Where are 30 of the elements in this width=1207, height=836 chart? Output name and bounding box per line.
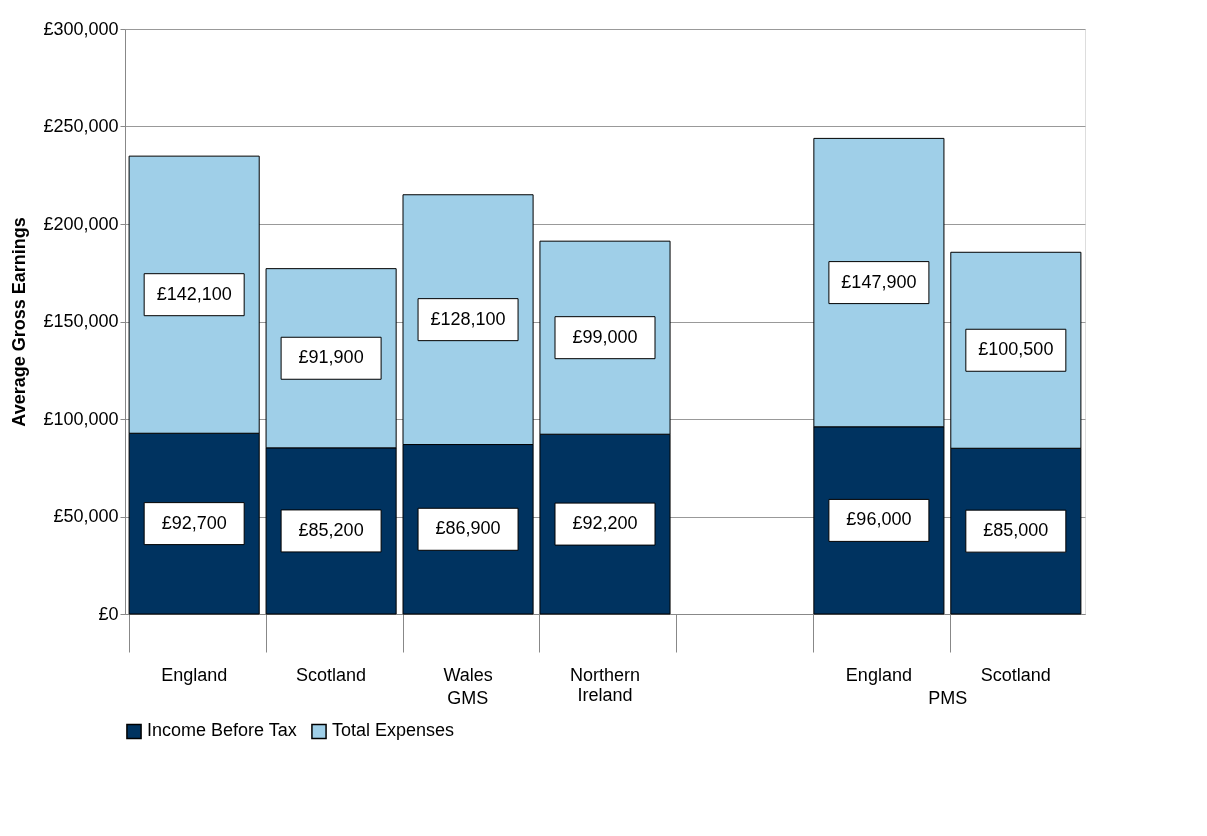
data-label: £85,200 [298, 519, 364, 540]
y-axis-title: Average Gross Earnings [9, 217, 30, 427]
y-tick-label: £0 [98, 603, 119, 624]
data-label: £128,100 [430, 308, 506, 329]
y-tick-label: £250,000 [43, 116, 119, 136]
data-label: £92,700 [161, 512, 227, 533]
x-tick-label: Northern Ireland [569, 664, 641, 705]
data-label: £99,000 [572, 326, 638, 347]
y-tick-label: £200,000 [43, 213, 119, 234]
data-label: £85,000 [983, 520, 1049, 541]
y-tick-label: £50,000 [53, 506, 119, 526]
x-tick-label: England [845, 664, 912, 685]
data-label: £100,500 [978, 339, 1054, 360]
x-tick-label: Scotland [980, 664, 1051, 685]
x-tick-label: England [161, 664, 228, 685]
y-tick-label: £100,000 [43, 408, 119, 429]
x-tick-label: Scotland [296, 664, 367, 685]
data-label: £142,100 [156, 283, 232, 304]
y-tick-label: £150,000 [43, 311, 119, 331]
legend-label: Total Expenses [332, 720, 455, 741]
data-label: £92,200 [572, 513, 638, 534]
data-label: £91,900 [298, 347, 364, 368]
text: PMS [928, 688, 968, 708]
y-tick-label: £300,000 [43, 18, 119, 39]
legend-label: Income Before Tax [147, 720, 297, 741]
data-label: £86,900 [435, 518, 501, 539]
data-label: £96,000 [846, 509, 912, 530]
text: GMS [447, 688, 489, 708]
x-tick-label: Wales [443, 664, 493, 685]
data-label: £147,900 [841, 271, 917, 292]
